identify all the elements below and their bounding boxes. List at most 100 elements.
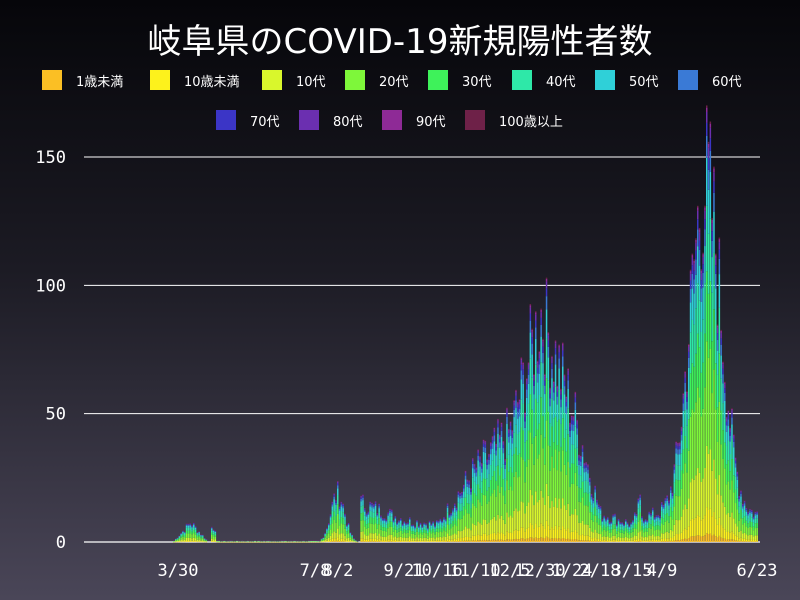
bar-segment — [612, 515, 614, 517]
bar-segment — [695, 242, 697, 251]
bar-segment — [625, 521, 627, 525]
bar-segment — [635, 517, 638, 521]
bar-segment — [371, 541, 373, 542]
bar-segment — [518, 476, 521, 511]
bar-segment — [405, 527, 407, 531]
bar-segment — [398, 520, 400, 521]
bar-segment — [549, 538, 551, 542]
bar-segment — [688, 389, 690, 420]
bar-segment — [639, 497, 641, 501]
bar-segment — [697, 468, 699, 516]
bar-segment — [565, 474, 568, 510]
bar-segment — [713, 168, 715, 173]
bar-segment — [572, 420, 575, 425]
bar-segment — [502, 441, 505, 443]
bar-segment — [587, 464, 589, 466]
bar-segment — [731, 531, 733, 540]
bar-segment — [455, 511, 458, 516]
bar-segment — [459, 538, 461, 542]
bar-segment — [562, 388, 564, 419]
bar-segment — [594, 529, 596, 538]
bar-segment — [747, 512, 749, 513]
bar-segment — [520, 399, 523, 428]
bar-segment — [653, 541, 656, 542]
bar-segment — [527, 430, 530, 460]
bar-segment — [470, 508, 472, 518]
bar-segment — [466, 536, 469, 541]
bar-segment — [499, 518, 501, 534]
bar-segment — [752, 541, 755, 542]
bar-segment — [432, 523, 434, 526]
bar-segment — [497, 532, 499, 540]
bar-segment — [659, 516, 661, 518]
bar-segment — [554, 354, 557, 365]
bar-segment — [688, 450, 690, 499]
bar-segment — [392, 521, 395, 523]
bar-segment — [536, 458, 539, 503]
bar-segment — [664, 499, 667, 502]
bar-segment — [679, 446, 681, 450]
bar-segment — [655, 515, 658, 517]
bar-segment — [542, 415, 544, 449]
bar-segment — [482, 451, 485, 464]
legend-item: 20代 — [345, 69, 409, 91]
bar-segment — [418, 526, 420, 528]
bar-segment — [684, 538, 686, 542]
bar-segment — [389, 521, 391, 527]
bar-segment — [211, 527, 213, 529]
bar-segment — [576, 419, 578, 421]
bar-segment — [632, 520, 634, 521]
bar-segment — [382, 518, 384, 519]
bar-segment — [544, 385, 546, 395]
bar-segment — [461, 540, 463, 542]
bar-segment — [392, 524, 395, 529]
bar-segment — [675, 448, 677, 454]
bar-segment — [540, 523, 542, 538]
bar-segment — [338, 519, 341, 526]
bar-segment — [715, 273, 717, 289]
bar-segment — [587, 535, 589, 541]
bar-segment — [688, 344, 690, 347]
bar-segment — [482, 441, 485, 444]
bar-segment — [605, 518, 607, 520]
bar-segment — [574, 393, 577, 398]
bar-segment — [398, 537, 400, 541]
bar-segment — [733, 434, 735, 436]
bar-segment — [364, 509, 366, 511]
bar-segment — [394, 529, 397, 537]
bar-segment — [513, 417, 515, 433]
legend-swatch — [262, 70, 282, 90]
bar-segment — [391, 511, 393, 514]
bar-segment — [599, 510, 602, 515]
bar-segment — [405, 533, 407, 538]
bar-segment — [754, 513, 757, 516]
bar-segment — [340, 503, 343, 505]
bar-segment — [754, 515, 757, 519]
bar-segment — [202, 540, 204, 542]
bar-segment — [731, 408, 733, 411]
bar-segment — [337, 504, 339, 514]
bar-segment — [214, 534, 217, 537]
bar-segment — [639, 505, 641, 513]
bar-segment — [389, 534, 391, 540]
bar-segment — [434, 540, 436, 542]
bar-segment — [391, 539, 393, 542]
bar-segment — [524, 412, 526, 413]
bar-segment — [511, 437, 514, 444]
bar-segment — [698, 535, 701, 542]
bar-segment — [443, 536, 445, 540]
bar-segment — [671, 519, 674, 532]
bar-segment — [580, 465, 582, 476]
bar-segment — [571, 420, 573, 425]
bar-segment — [491, 435, 494, 437]
bar-segment — [436, 531, 438, 538]
bar-segment — [508, 539, 510, 542]
bar-segment — [695, 353, 697, 403]
bar-segment — [626, 532, 629, 538]
bar-segment — [398, 540, 400, 542]
bar-segment — [621, 540, 623, 542]
bar-segment — [391, 513, 393, 517]
bar-segment — [479, 488, 481, 503]
legend-swatch — [678, 70, 698, 90]
bar-segment — [657, 515, 659, 516]
